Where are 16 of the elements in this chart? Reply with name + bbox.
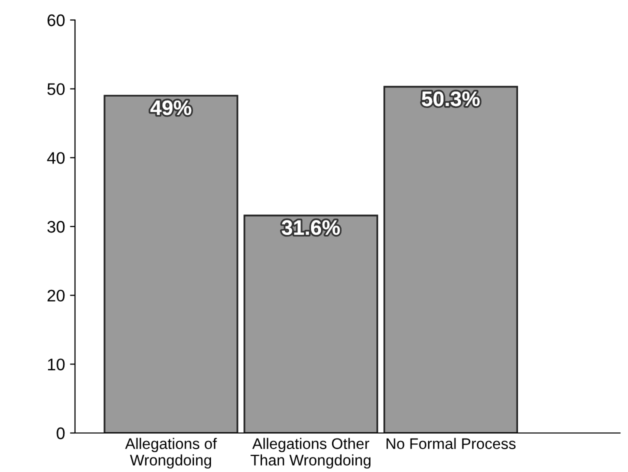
data-label: 50.3% [422,91,480,106]
x-tick-label: Allegations Other Than Wrongdoing [250,438,370,469]
x-tick-label: Allegations of Wrongdoing [125,438,217,469]
bar [383,86,518,433]
y-tick-label: 10 [48,358,65,370]
y-tick-label: 0 [56,427,65,440]
bar [104,94,238,433]
y-tick-label: 40 [47,152,65,164]
data-label: 31.6% [282,220,340,235]
y-tick-label: 60 [48,14,65,26]
bar [244,214,378,433]
y-tick-label: 50 [47,83,65,96]
y-tick-label: 20 [48,290,65,302]
y-tick-label: 30 [47,220,65,233]
x-tick-label: No Formal Process [386,438,516,450]
data-label: 49% [150,100,192,116]
